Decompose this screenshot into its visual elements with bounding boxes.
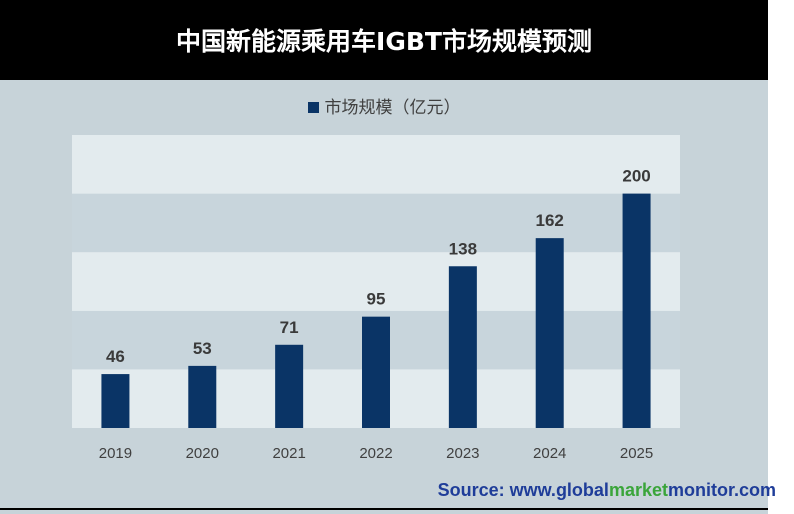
bar	[101, 374, 130, 428]
source-prefix: Source: www.	[437, 480, 556, 500]
x-tick-label: 2023	[446, 445, 479, 462]
x-tick-label: 2022	[359, 445, 392, 462]
grid-band	[72, 135, 680, 194]
source-word-market: market	[608, 480, 668, 500]
x-tick-label: 2021	[272, 445, 305, 462]
legend-label: 市场规模（亿元）	[324, 98, 461, 118]
bar	[275, 344, 304, 428]
bar	[188, 365, 217, 428]
data-label: 162	[536, 211, 564, 230]
chart-title: 中国新能源乘用车IGBT市场规模预测	[176, 27, 592, 56]
x-tick-label: 2019	[99, 445, 132, 462]
bar-chart: 46 2019 53 2020 71 2021 95 2022 138 2023 162 2024 20…	[72, 135, 680, 462]
source-word-monitor: monitor	[667, 480, 734, 500]
data-label: 95	[367, 290, 386, 309]
data-label: 138	[449, 239, 477, 258]
source-suffix: .com	[733, 480, 776, 500]
data-label: 200	[622, 167, 650, 186]
source-word-global: global	[555, 480, 609, 500]
bar	[622, 193, 651, 428]
bar	[535, 238, 564, 428]
data-label: 53	[193, 339, 212, 358]
bar	[448, 266, 477, 428]
grid-band	[72, 193, 680, 253]
legend: 市场规模（亿元）	[0, 93, 768, 118]
data-label: 71	[280, 318, 299, 337]
grid-band	[72, 252, 680, 311]
bar	[362, 316, 390, 428]
x-tick-label: 2020	[186, 445, 219, 462]
source-credit: Source: www.globalmarketmonitor.com	[438, 480, 776, 501]
data-label: 46	[106, 347, 125, 366]
title-bar: 中国新能源乘用车IGBT市场规模预测	[0, 0, 768, 80]
x-tick-label: 2024	[533, 445, 566, 462]
bottom-border	[0, 508, 768, 510]
legend-swatch	[307, 102, 319, 113]
x-tick-label: 2025	[620, 445, 653, 462]
